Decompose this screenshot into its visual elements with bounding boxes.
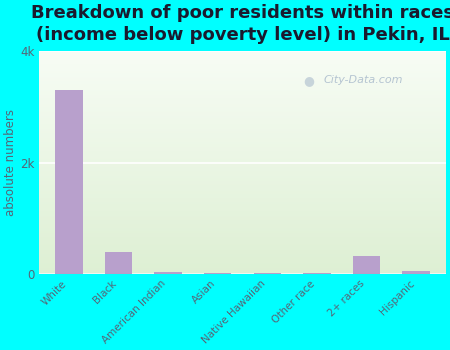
Text: ●: ● <box>303 74 315 87</box>
Bar <box>402 271 430 274</box>
Bar <box>204 273 231 274</box>
Bar <box>254 273 281 274</box>
Bar <box>105 252 132 274</box>
Bar <box>303 273 331 274</box>
Y-axis label: absolute numbers: absolute numbers <box>4 109 17 216</box>
Bar <box>154 272 182 274</box>
Text: City-Data.com: City-Data.com <box>324 75 403 85</box>
Title: Breakdown of poor residents within races
(income below poverty level) in Pekin, : Breakdown of poor residents within races… <box>31 4 450 44</box>
Bar <box>55 90 82 274</box>
Bar <box>353 256 380 274</box>
